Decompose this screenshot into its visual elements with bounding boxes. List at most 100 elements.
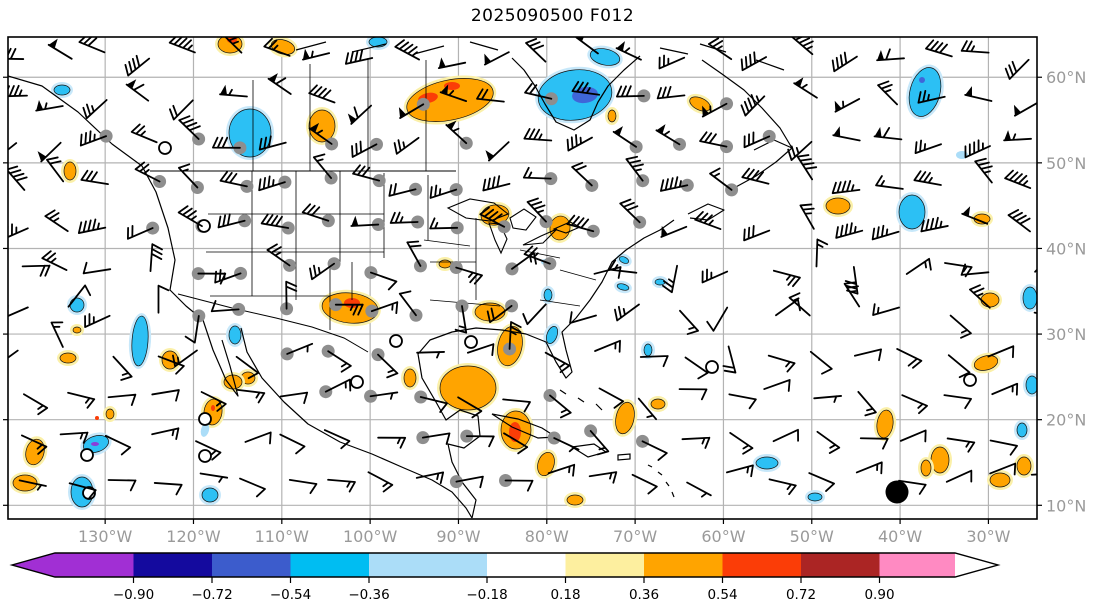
shaded-region-positive xyxy=(12,474,38,492)
wind-barb xyxy=(239,477,266,498)
wind-barb xyxy=(608,259,638,274)
shaded-region-positive xyxy=(59,352,77,364)
barb-flag-50kt xyxy=(351,215,359,226)
wind-barb xyxy=(388,183,417,197)
wind-barb xyxy=(263,37,291,57)
wind-barb xyxy=(439,84,468,103)
wind-barb xyxy=(796,154,818,181)
wind-barb xyxy=(741,167,770,185)
wind-barb xyxy=(686,481,712,498)
coastline xyxy=(8,75,473,519)
wind-barb xyxy=(168,99,194,121)
shaded-region-positive-core xyxy=(444,82,460,90)
open-station-circle xyxy=(80,448,94,462)
wind-barb xyxy=(327,478,356,493)
lon-tick-label: 110°W xyxy=(255,527,310,546)
wind-barb xyxy=(486,304,513,324)
wind-barb xyxy=(974,157,993,184)
wind-barb xyxy=(873,126,903,141)
wind-barb xyxy=(351,140,378,158)
shaded-region-positive xyxy=(1016,456,1032,476)
wind-barb xyxy=(77,218,107,234)
wind-barb xyxy=(1030,473,1037,476)
shaded-region-positive xyxy=(63,161,77,181)
wind-barb xyxy=(793,77,818,99)
wind-barb xyxy=(655,124,681,146)
wind-barb xyxy=(943,394,972,410)
lat-tick-label: 60°N xyxy=(1046,68,1086,87)
wind-barb xyxy=(285,280,298,310)
wind-barb xyxy=(524,83,553,100)
wind-barb xyxy=(347,104,372,125)
wind-barb xyxy=(79,130,108,147)
shaded-region-negative xyxy=(654,278,666,286)
lat-tick-label: 40°N xyxy=(1046,239,1086,258)
wind-barb xyxy=(377,353,399,379)
wind-barb xyxy=(964,139,991,159)
wind-barb xyxy=(522,303,547,326)
wind-barb xyxy=(547,463,576,477)
colorbar-tick-label: 0.54 xyxy=(707,587,737,603)
wind-barb xyxy=(279,433,306,455)
wind-barb xyxy=(522,166,552,180)
wind-barb xyxy=(44,209,69,233)
colorbar: −0.90 −0.72 −0.54 −0.36 −0.18 0.18 0.36 0.54 0.7… xyxy=(9,552,1001,603)
wind-barb xyxy=(566,134,593,152)
shaded-region-negative xyxy=(898,194,926,230)
shaded-region-positive xyxy=(439,365,497,411)
wind-barb xyxy=(46,156,65,183)
coastline xyxy=(417,219,675,519)
wind-barb xyxy=(485,141,510,162)
lon-tick-label: 70°W xyxy=(613,527,657,546)
wind-barb xyxy=(961,206,989,225)
wind-barb xyxy=(419,396,448,413)
colorbar-tick-label: 0.18 xyxy=(550,587,580,603)
shaded-region-positive xyxy=(406,78,494,122)
map-frame xyxy=(7,36,1038,520)
wind-barb xyxy=(571,161,593,187)
barb-flag-50kt xyxy=(874,126,882,138)
lat-tick-label: 20°N xyxy=(1046,411,1086,430)
wind-barb xyxy=(323,429,351,450)
shaded-region-negative xyxy=(228,325,242,345)
wind-barb xyxy=(637,397,658,421)
wind-barb xyxy=(920,216,949,233)
wind-barb xyxy=(301,203,330,222)
wind-barb xyxy=(991,382,1019,396)
colorbar-outline xyxy=(9,552,1001,578)
wind-barb xyxy=(445,120,468,145)
wind-barb xyxy=(831,180,861,195)
shaded-region-positive xyxy=(537,451,555,477)
colorbar-segment xyxy=(487,553,566,577)
shaded-region-negative xyxy=(807,492,823,502)
shaded-region-negative xyxy=(1016,422,1028,438)
wind-barb xyxy=(421,432,451,445)
wind-barb xyxy=(763,379,791,392)
colorbar-tick-label: −0.72 xyxy=(191,587,232,603)
wind-barb xyxy=(134,161,161,183)
wind-barb xyxy=(406,240,422,267)
wind-barb xyxy=(876,48,905,62)
wind-barb xyxy=(67,284,92,308)
barb-flag-50kt xyxy=(438,57,446,69)
wind-barb xyxy=(788,292,811,317)
wind-barb xyxy=(258,175,286,192)
wind-barb xyxy=(945,469,973,483)
wind-barb xyxy=(479,206,506,228)
shaded-region-positive xyxy=(72,326,82,334)
shaded-region-negative xyxy=(543,288,553,302)
barb-flag-50kt xyxy=(0,149,1,160)
wind-barb xyxy=(219,84,248,98)
shaded-region-negative-extreme xyxy=(91,442,99,446)
open-station-circle xyxy=(198,412,212,426)
wind-barb xyxy=(0,142,18,160)
barb-flag-50kt xyxy=(37,151,47,162)
wind-barb xyxy=(871,224,900,241)
wind-barb xyxy=(857,390,877,417)
wind-barb xyxy=(389,211,419,224)
wind-barb xyxy=(124,54,151,77)
country-borders xyxy=(150,170,456,353)
shaded-region-negative xyxy=(1025,375,1037,395)
coastline xyxy=(295,41,785,71)
